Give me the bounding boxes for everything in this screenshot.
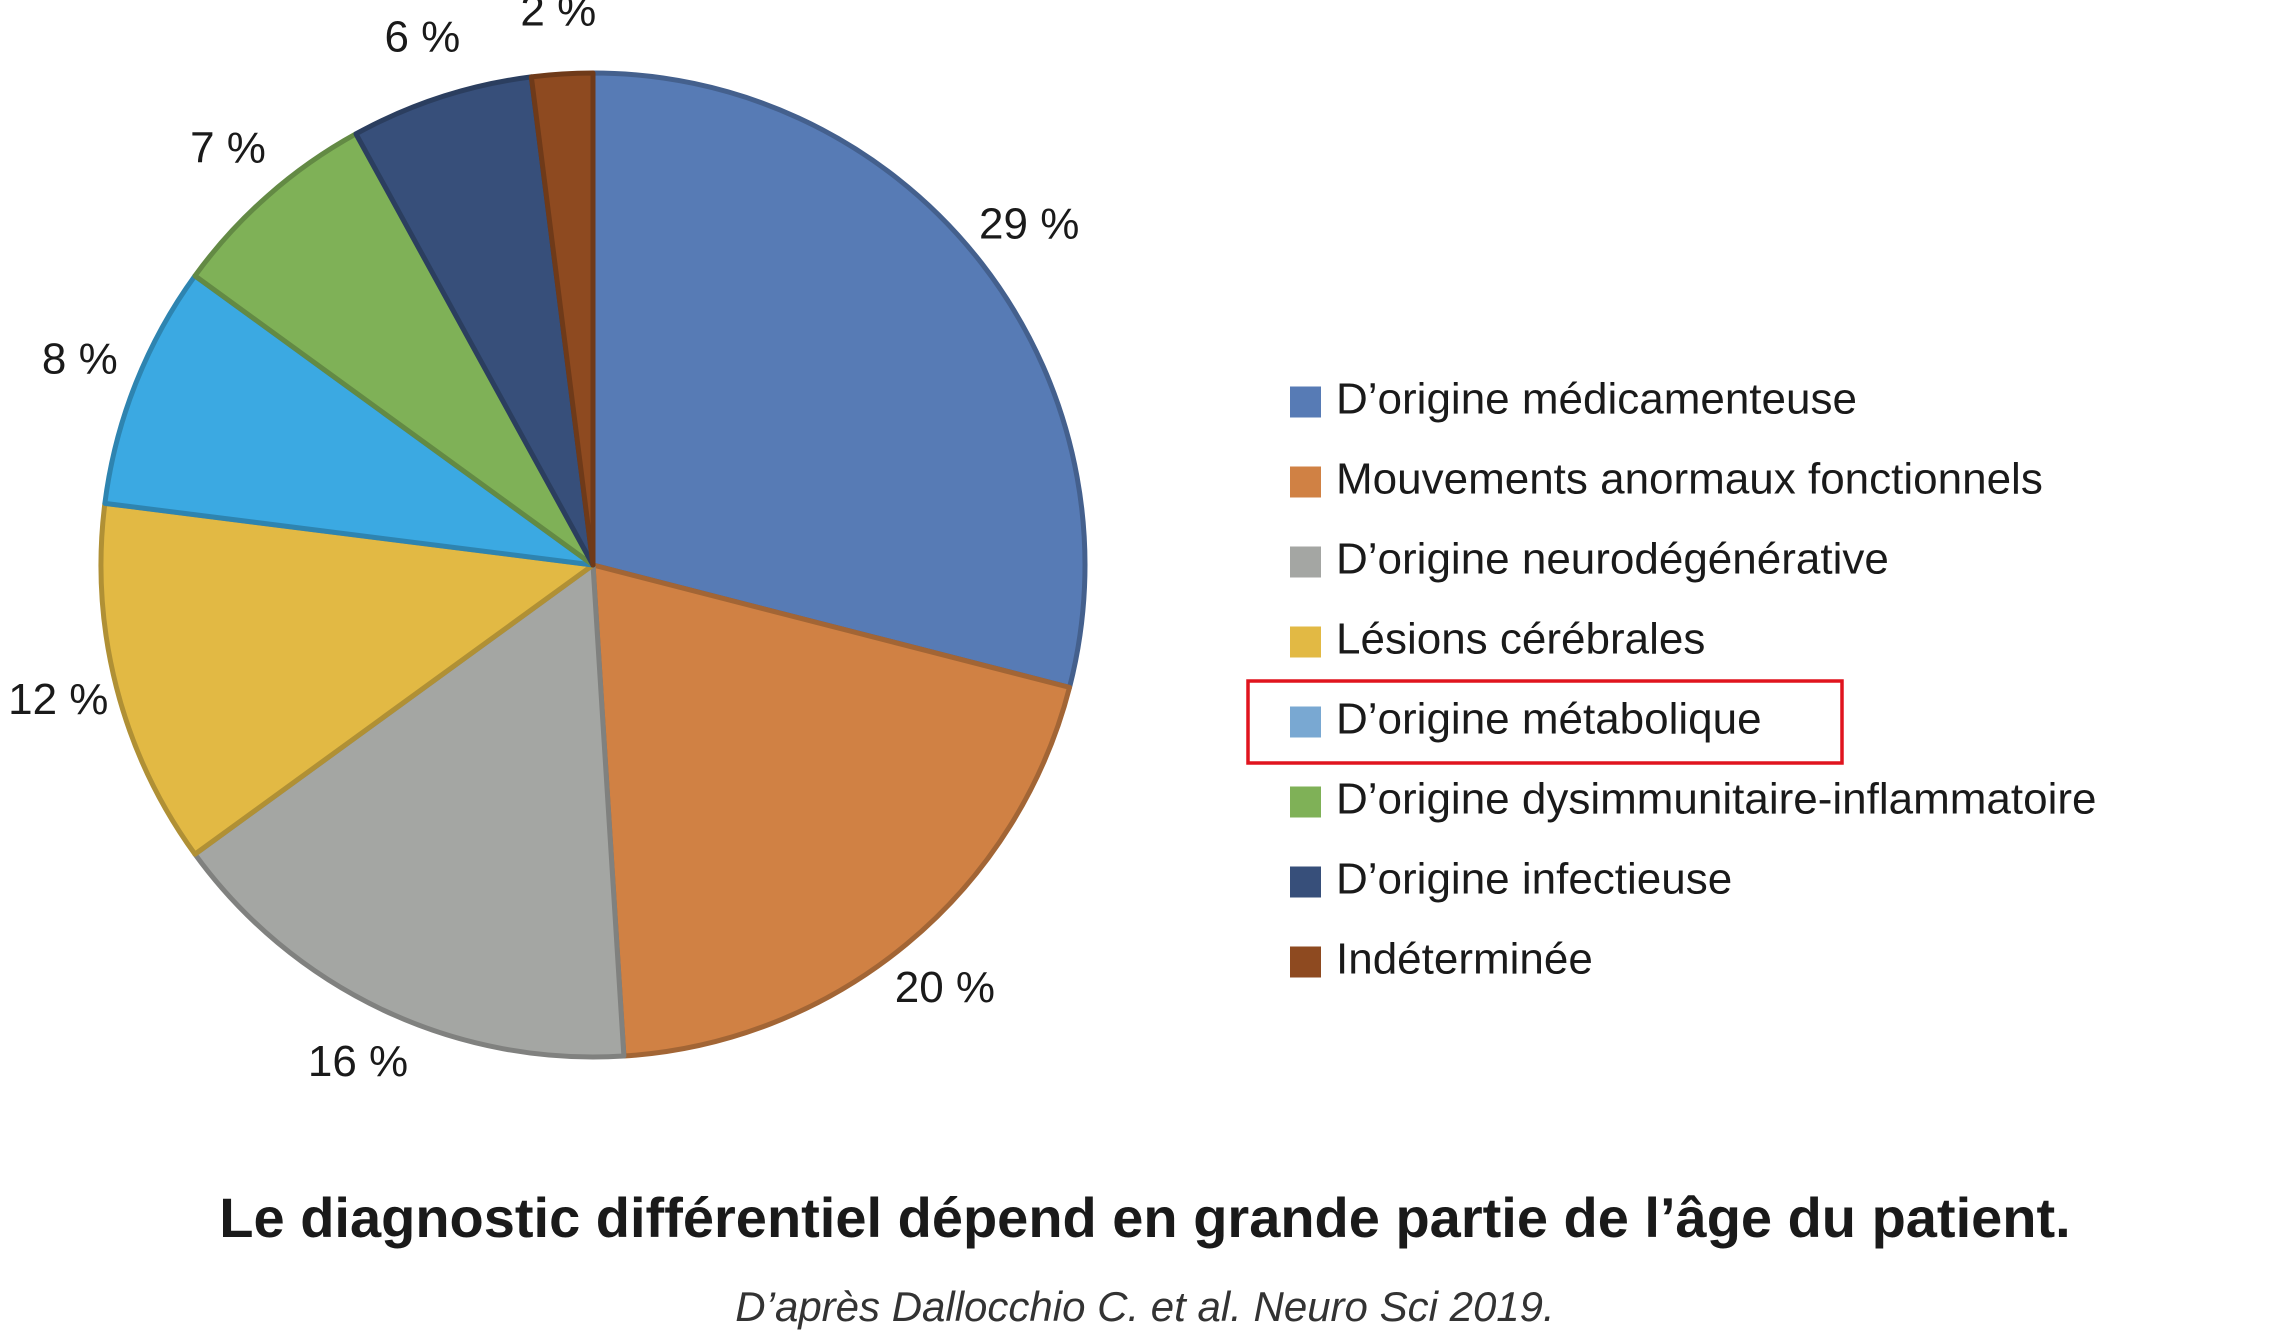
chart-source: D’après Dallocchio C. et al. Neuro Sci 2… [735, 1283, 1555, 1330]
pie-label-lesions-cerebrales: 12 % [8, 675, 108, 724]
pie-slice-d-origine-medicamenteuse [590, 70, 1088, 690]
legend-swatch-d-origine-metabolique [1290, 706, 1321, 738]
legend-label-d-origine-neurodegenerative: D’origine neurodégénérative [1336, 535, 1889, 584]
pie-slice-d-origine-neurodegenerative [192, 562, 627, 1060]
legend-swatch-indeterminee [1290, 946, 1321, 978]
pie-label-d-origine-dysimmunitaire-inflammatoire: 7 % [190, 124, 266, 173]
legend-label-d-origine-dysimmunitaire-inflammatoire: D’origine dysimmunitaire-inflammatoire [1336, 775, 2096, 824]
pie-label-d-origine-metabolique: 8 % [42, 334, 118, 383]
pie-label-d-origine-medicamenteuse: 29 % [979, 199, 1079, 248]
pie-slices [98, 70, 1088, 1060]
legend-label-d-origine-metabolique: D’origine métabolique [1336, 695, 1762, 744]
pie-label-indeterminee: 2 % [520, 0, 596, 36]
legend-swatch-lesions-cerebrales [1290, 626, 1321, 658]
legend-highlight-box [1246, 679, 1844, 765]
pie-slice-indeterminee [528, 70, 596, 568]
pie-label-mouvements-anormaux-fonctionnels: 20 % [895, 963, 995, 1012]
legend-label-d-origine-infectieuse: D’origine infectieuse [1336, 855, 1732, 904]
legend-swatch-mouvements-anormaux-fonctionnels [1290, 466, 1321, 498]
legend-swatch-d-origine-medicamenteuse [1290, 386, 1321, 418]
legend-label-d-origine-medicamenteuse: D’origine médicamenteuse [1336, 375, 1857, 424]
legend-swatch-d-origine-infectieuse [1290, 866, 1321, 898]
pie-label-d-origine-infectieuse: 6 % [384, 13, 460, 62]
pie-slice-mouvements-anormaux-fonctionnels [590, 562, 1073, 1059]
pie-value-labels: 29 % 20 % 16 % 12 % 8 % 7 % 6 % 2 % [8, 0, 1079, 1086]
legend-label-mouvements-anormaux-fonctionnels: Mouvements anormaux fonctionnels [1336, 455, 2043, 504]
pie-slice-d-origine-infectieuse [353, 74, 596, 568]
pie-slice-d-origine-metabolique [102, 273, 596, 568]
pie-slice-lesions-cerebrales [98, 500, 596, 857]
chart-caption: Le diagnostic différentiel dépend en gra… [219, 1186, 2071, 1249]
legend-swatch-d-origine-dysimmunitaire-inflammatoire [1290, 786, 1321, 818]
legend-label-indeterminee: Indéterminée [1336, 935, 1593, 984]
legend: D’origine médicamenteuse Mouvements anorm… [1246, 375, 2096, 984]
legend-swatch-d-origine-neurodegenerative [1290, 546, 1321, 578]
pie-label-d-origine-neurodegenerative: 16 % [308, 1037, 408, 1086]
legend-label-lesions-cerebrales: Lésions cérébrales [1336, 615, 1705, 664]
pie-slice-d-origine-dysimmunitaire-inflammatoire [192, 131, 596, 568]
